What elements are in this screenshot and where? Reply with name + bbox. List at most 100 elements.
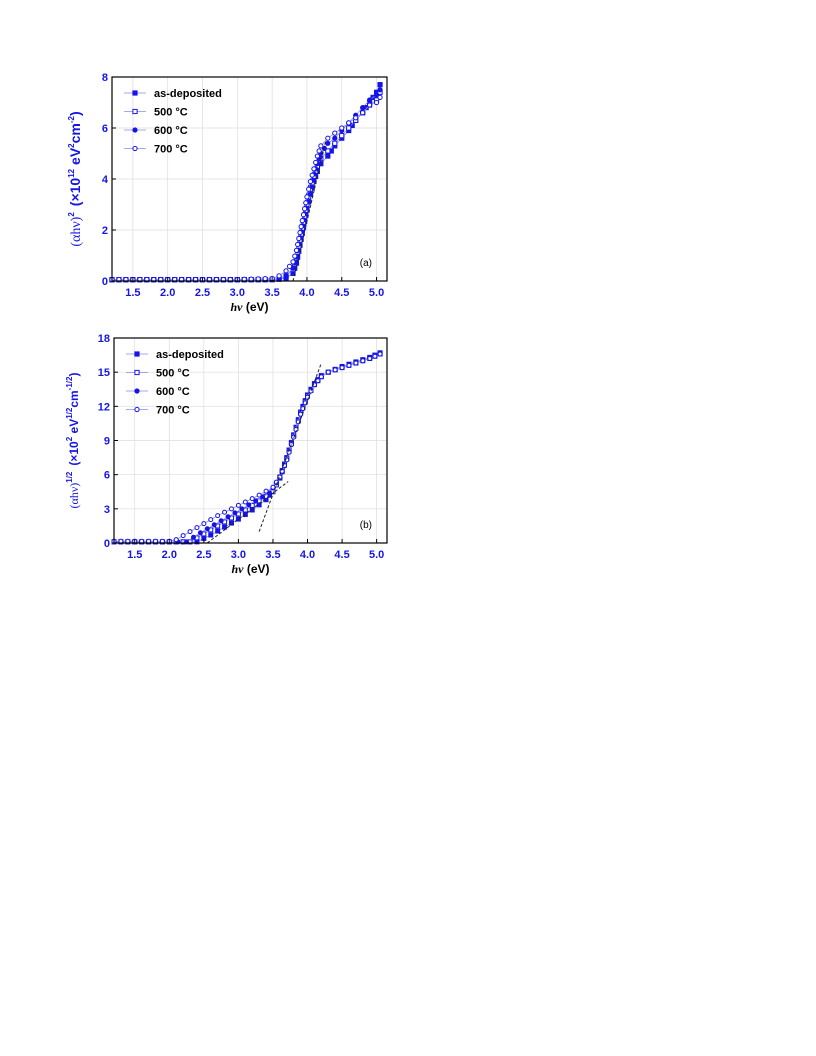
legend-label: 600 °C [154,125,188,137]
series-1 [109,89,383,283]
data-point [313,159,319,166]
x-axis-label-unit: (eV) [243,562,269,576]
data-point [235,502,241,508]
data-point [360,358,366,364]
legend-label: 500 °C [154,107,188,119]
y-tick-label: 0 [102,276,108,288]
y-axis-label-main: (αhν) [69,216,84,246]
legend: as-deposited 500 °C 600 °C 700 °C [126,349,224,417]
legend-marker [132,90,138,96]
y-tick-label: 12 [98,401,110,413]
y-tick-label: 6 [104,470,110,482]
x-tick-label: 3.0 [231,549,246,561]
data-point [197,530,203,536]
data-point [194,525,200,531]
series-0 [109,82,383,283]
data-point [297,229,303,236]
legend-label: 600 °C [156,386,190,398]
y-axis-label-unit-exp: 12 [67,168,76,177]
legend-marker [134,369,140,376]
data-point [332,140,338,146]
data-point [318,143,324,149]
x-tick-label: 2.0 [162,549,177,561]
data-point [325,148,331,154]
data-point [373,92,380,98]
data-point [366,102,373,108]
legend: as-deposited 500 °C 600 °C 700 °C [124,88,222,156]
legend-label: as-deposited [154,88,222,100]
y-axis-label-main: (αhν) [67,483,81,509]
legend-label: 700 °C [154,144,188,156]
x-tick-label: 2.5 [195,287,210,299]
data-point [180,533,186,539]
legend-marker [132,127,138,133]
data-point [222,509,228,515]
data-point [218,518,224,524]
data-point [377,94,383,101]
data-point [316,148,322,154]
legend-marker [134,388,140,394]
x-axis-label-symbol: hν [231,562,244,576]
y-tick-label: 3 [104,504,110,516]
data-point [208,517,214,523]
chart-panel-a: 1.5 2.0 2.5 3.0 3.5 4.0 4.5 5.0 0 2 4 6 8 hν (eV) (αhν… [67,72,388,314]
data-point [332,367,338,373]
data-point [239,506,245,512]
data-point [304,194,310,200]
legend-marker [134,406,140,413]
data-point [367,356,373,361]
y-tick-label: 2 [102,225,108,237]
data-point [286,263,293,269]
data-point [377,87,383,93]
x-tick-label: 3.5 [264,287,279,299]
y-tick-label: 0 [104,538,110,550]
y-axis-label: (αhν)1/2(×102 eV1/2cm-1/2) [65,373,81,509]
y-tick-label: 6 [102,123,108,135]
series-2 [109,87,383,283]
panel-label: (a) [360,258,372,269]
series-3 [111,351,383,544]
data-point [298,411,304,417]
legend-marker [132,145,138,152]
data-point [377,82,383,88]
y-tick-label: 9 [104,436,110,448]
series-line [112,89,381,281]
data-point [318,374,324,380]
y-axis-label: (αhν)2(×1012 eV2cm-2) [67,111,84,246]
y-tick-label: 4 [102,174,109,186]
data-point [296,235,302,242]
data-point [309,172,315,178]
data-point [270,484,276,490]
data-point [307,178,314,185]
data-point [215,513,221,519]
data-point [228,506,234,512]
data-point [215,528,221,534]
x-tick-label: 2.0 [160,287,175,299]
series-line [112,92,381,281]
legend-marker [134,351,140,357]
x-tick-label: 2.5 [196,549,211,561]
data-point [339,365,345,371]
y-axis-label-unit-mid2: cm [67,390,81,407]
data-point [373,99,380,106]
data-point [201,521,207,527]
x-tick-label: 3.5 [265,549,280,561]
data-point [249,496,255,502]
data-point [315,378,321,384]
x-tick-label: 4.5 [334,549,349,561]
data-point [372,353,378,359]
y-axis-label-unit: (×10 [67,178,83,207]
x-tick-label: 1.5 [127,549,142,561]
y-axis-label-sup: 2 [67,212,76,217]
data-point [246,502,252,508]
data-point [283,272,289,278]
y-axis-label-unit-close: ) [67,111,83,116]
x-axis-label: hν (eV) [230,300,268,314]
x-tick-label: 3.0 [230,287,245,299]
data-point [353,115,359,121]
data-point [232,510,238,516]
data-point [256,492,262,498]
y-axis-label-unit-exp: 2 [65,436,74,441]
legend-label: 700 °C [156,405,190,417]
